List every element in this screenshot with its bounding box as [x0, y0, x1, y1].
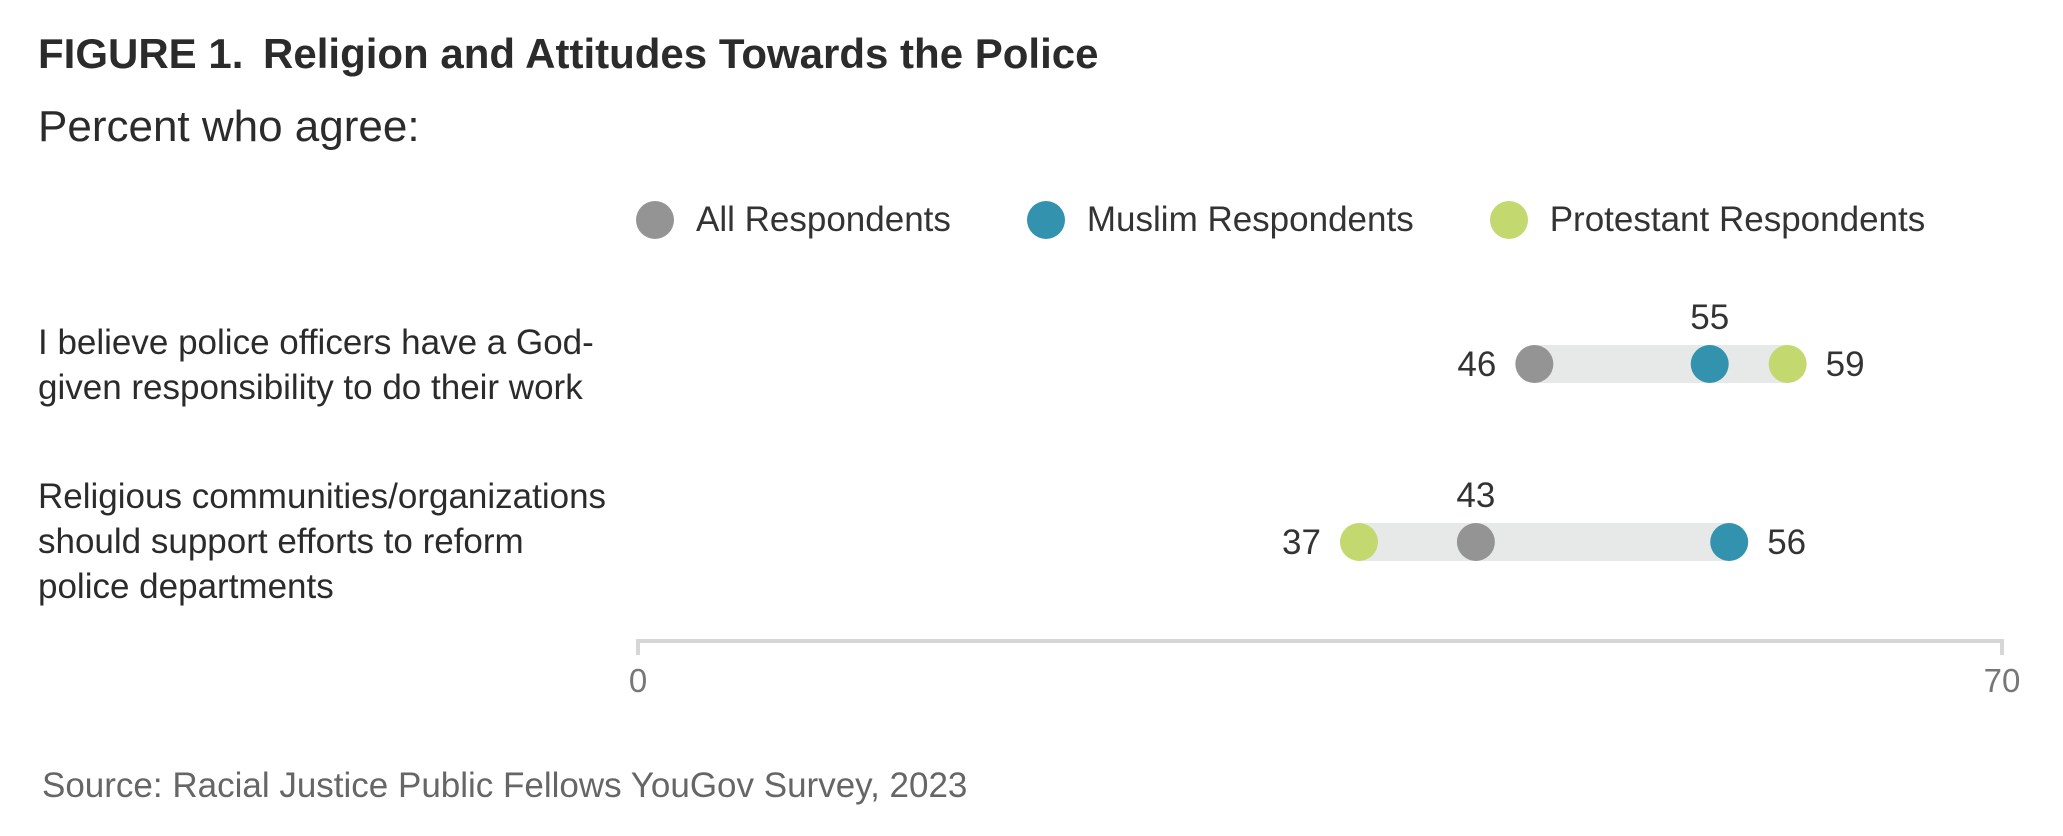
legend-dot-all — [636, 201, 674, 239]
chart-title: FIGURE 1. Religion and Attitudes Towards… — [38, 30, 1098, 78]
value-label-muslim-row-1: 55 — [1690, 298, 1729, 337]
chart-subtitle: Percent who agree: — [38, 102, 420, 151]
value-label-all-row-1: 46 — [1457, 345, 1496, 384]
row-label-1-line-2: given responsibility to do their work — [38, 368, 583, 407]
row-label-2: Religious communities/organizations shou… — [38, 474, 658, 609]
legend-item-muslim: Muslim Respondents — [1026, 200, 1414, 240]
figure-label: FIGURE 1. — [38, 30, 244, 77]
value-label-protestant-row-1: 59 — [1826, 345, 1865, 384]
legend-dot-muslim — [1026, 201, 1065, 239]
legend-label-all: All Respondents — [696, 200, 951, 239]
legend-dot-protestant — [1489, 201, 1528, 239]
row-label-1-line-1: I believe police officers have a God- — [38, 323, 594, 362]
legend-label-muslim: Muslim Respondents — [1086, 200, 1414, 239]
source-note: Source: Racial Justice Public Fellows Yo… — [42, 766, 968, 805]
legend-label-protestant: Protestant Respondents — [1549, 200, 1926, 239]
value-label-protestant-row-2: 37 — [1282, 523, 1321, 562]
dot-protestant-row-1 — [1768, 345, 1807, 383]
legend-item-all: All Respondents — [636, 200, 951, 240]
row-label-2-line-2: should support efforts to reform — [38, 522, 524, 561]
legend-item-protestant: Protestant Respondents — [1489, 200, 1926, 240]
x-tick-label-0: 0 — [629, 662, 647, 699]
dot-muslim-row-1 — [1690, 345, 1729, 383]
value-label-all-row-2: 43 — [1456, 476, 1495, 515]
row-label-1: I believe police officers have a God- gi… — [38, 320, 658, 410]
dot-muslim-row-2 — [1710, 523, 1749, 561]
dot-all-row-1 — [1515, 345, 1554, 383]
row-label-2-line-3: police departments — [38, 567, 334, 606]
legend: All Respondents Muslim Respondents Prote… — [636, 195, 1925, 245]
row-label-2-line-1: Religious communities/organizations — [38, 477, 607, 516]
value-label-muslim-row-2: 56 — [1767, 523, 1806, 562]
dot-all-row-2 — [1456, 523, 1495, 561]
dot-protestant-row-2 — [1339, 523, 1378, 561]
title-text: Religion and Attitudes Towards the Polic… — [263, 30, 1099, 77]
x-tick-label-70: 70 — [1984, 662, 2021, 699]
